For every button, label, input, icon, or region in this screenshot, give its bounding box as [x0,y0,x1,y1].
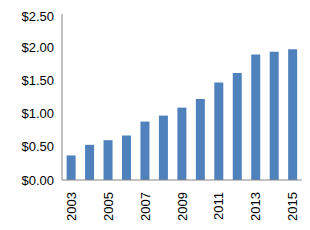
svg-text:$0.50: $0.50 [21,139,54,154]
svg-text:2005: 2005 [101,192,116,221]
svg-text:$1.00: $1.00 [21,106,54,121]
svg-text:2003: 2003 [64,192,79,221]
svg-text:2009: 2009 [175,192,190,221]
svg-text:$0.00: $0.00 [21,173,54,188]
svg-text:$2.00: $2.00 [21,40,54,55]
svg-text:2011: 2011 [211,192,226,220]
svg-text:2013: 2013 [248,192,263,221]
svg-text:2007: 2007 [138,192,153,221]
svg-text:$1.50: $1.50 [21,73,54,88]
svg-text:2015: 2015 [285,192,300,221]
svg-text:$2.50: $2.50 [21,9,54,24]
